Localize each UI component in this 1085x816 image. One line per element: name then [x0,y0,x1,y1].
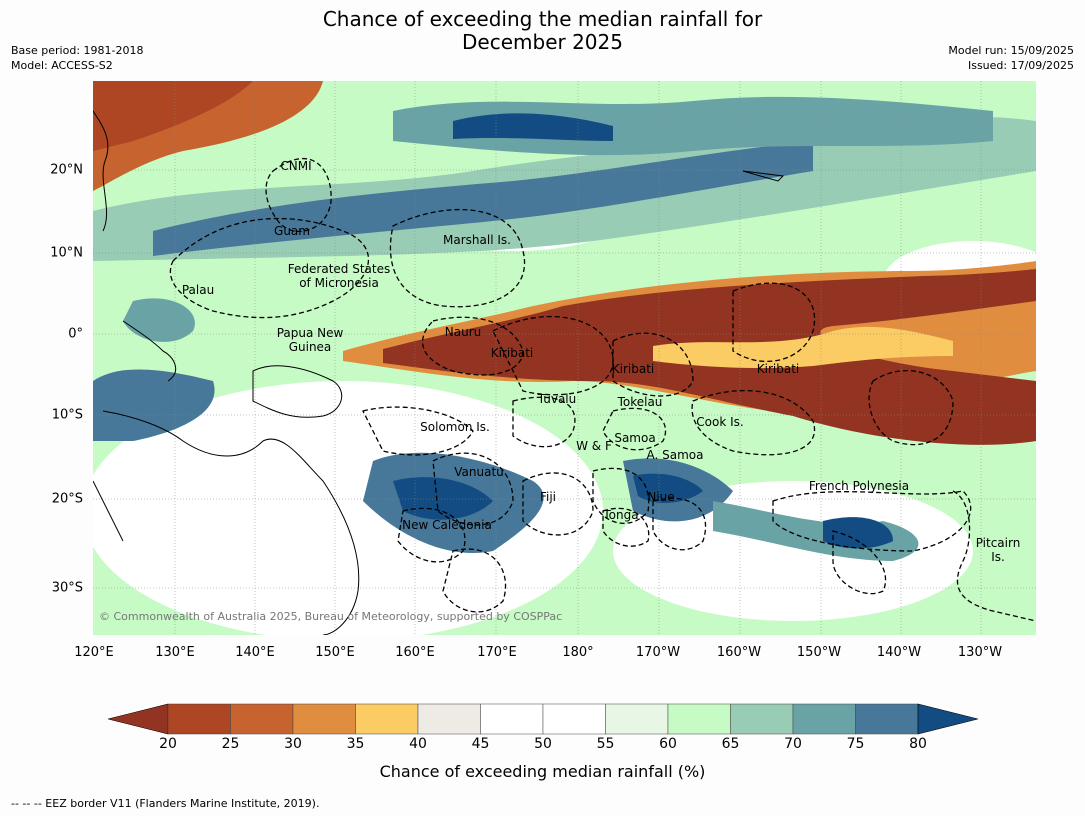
lat-label: 10°S [51,407,83,423]
place-label-new-caledonia: New Caledonia [402,518,492,532]
place-label-palau: Palau [181,283,215,297]
lon-label: 170°E [477,645,517,660]
place-label-fsm-line1: Federated States [287,262,391,276]
lon-label: 150°E [315,645,355,660]
eez-footer-note: -- -- -- EEZ border V11 (Flanders Marine… [11,797,320,810]
model-name: Model: ACCESS-S2 [11,59,113,72]
colorbar-segment [667,703,731,735]
colorbar-tick-label: 20 [159,736,177,752]
lon-label: 150°W [796,645,842,660]
place-label-fsm-line2: of Micronesia [299,276,379,290]
place-label-fsm: Federated States of Micronesia [288,262,390,290]
colorbar-segment [230,703,294,735]
colorbar-tick-label: 60 [659,736,677,752]
colorbar-tick-label: 35 [346,736,365,752]
meta-left: Base period: 1981-2018 Model: ACCESS-S2 [11,43,143,73]
place-label-cook: Cook Is. [696,415,744,429]
title-line-2: December 2025 [462,30,623,54]
place-label-vanuatu: Vanuatu [454,465,504,479]
place-label-marshall: Marshall Is. [443,233,511,247]
place-label-pitcairn-line1: Pitcairn [975,536,1021,550]
place-label-pitcairn-line2: Is. [991,550,1005,564]
colorbar-segment [730,703,794,735]
colorbar-segment [417,703,481,735]
place-label-png: Papua New Guinea [277,326,344,354]
lat-label: 30°S [51,580,83,596]
place-label-samoa: Samoa [614,431,656,445]
place-label-pitcairn: Pitcairn Is. [976,536,1021,564]
lon-label: 140°W [876,645,922,660]
lon-label: 160°E [395,645,435,660]
colorbar-tick-label: 65 [721,736,740,752]
colorbar-tick-label: 30 [284,736,302,752]
colorbar-tick-label: 70 [784,736,802,752]
colorbar-segment [855,703,919,735]
place-label-guam: Guam [274,224,310,238]
place-label-wallis-futuna: W & F [576,439,612,453]
lon-label: 130°W [957,645,1003,660]
colorbar-segment [542,703,606,735]
lon-label: 160°W [716,645,762,660]
base-period: Base period: 1981-2018 [11,44,144,57]
place-label-cnmi: CNMI [280,159,312,173]
lat-label: 10°N [50,245,83,261]
colorbar-tick-label: 25 [221,736,240,752]
colorbar-segment [792,703,856,735]
place-label-kiribati-west: Kiribati [490,346,534,360]
place-label-tuvalu: Tuvalu [537,392,577,406]
colorbar-tick-label: 45 [471,736,490,752]
colorbar-segment [605,703,669,735]
place-label-solomon: Solomon Is. [420,420,490,434]
place-label-tonga: Tonga [603,508,639,522]
place-label-kiribati-east: Kiribati [756,362,800,376]
map-title: Chance of exceeding the median rainfall … [0,8,1085,54]
colorbar-label: Chance of exceeding median rainfall (%) [379,762,706,781]
colorbar-segment [292,703,356,735]
place-label-png-line2: Guinea [288,340,332,354]
place-label-nauru: Nauru [444,325,482,339]
copyright-note: © Commonwealth of Australia 2025, Bureau… [99,610,563,623]
colorbar-tick-label: 75 [846,736,865,752]
lon-label: 130°E [155,645,195,660]
colorbar-tick-label: 80 [909,736,927,752]
issued-date: Issued: 17/09/2025 [967,59,1074,72]
model-run: Model run: 15/09/2025 [948,44,1074,57]
lat-label: 20°S [51,491,83,507]
place-label-niue: Niue [647,490,675,504]
place-label-png-line1: Papua New [276,326,344,340]
place-label-fiji: Fiji [539,490,557,504]
colorbar-tick-label: 50 [534,736,552,752]
place-label-american-samoa: A. Samoa [646,448,704,462]
colorbar [107,703,979,735]
lon-label: 120°E [74,645,114,660]
colorbar-above-extend [917,703,979,735]
colorbar-below-extend [107,703,169,735]
lon-label: 140°E [235,645,275,660]
lat-label: 20°N [50,162,83,178]
place-label-kiribati-central: Kiribati [611,362,655,376]
place-label-tokelau: Tokelau [617,395,663,409]
title-line-1: Chance of exceeding the median rainfall … [322,7,763,31]
colorbar-tick-label: 55 [596,736,615,752]
lon-label: 170°W [635,645,681,660]
rainfall-map [93,81,1036,635]
colorbar-segment [355,703,419,735]
lat-label: 0° [68,326,83,342]
place-label-french-polynesia: French Polynesia [808,479,910,493]
colorbar-segment [480,703,544,735]
meta-right: Model run: 15/09/2025 Issued: 17/09/2025 [948,43,1074,73]
colorbar-tick-label: 40 [409,736,427,752]
lon-label: 180° [562,645,594,660]
colorbar-segment [167,703,231,735]
